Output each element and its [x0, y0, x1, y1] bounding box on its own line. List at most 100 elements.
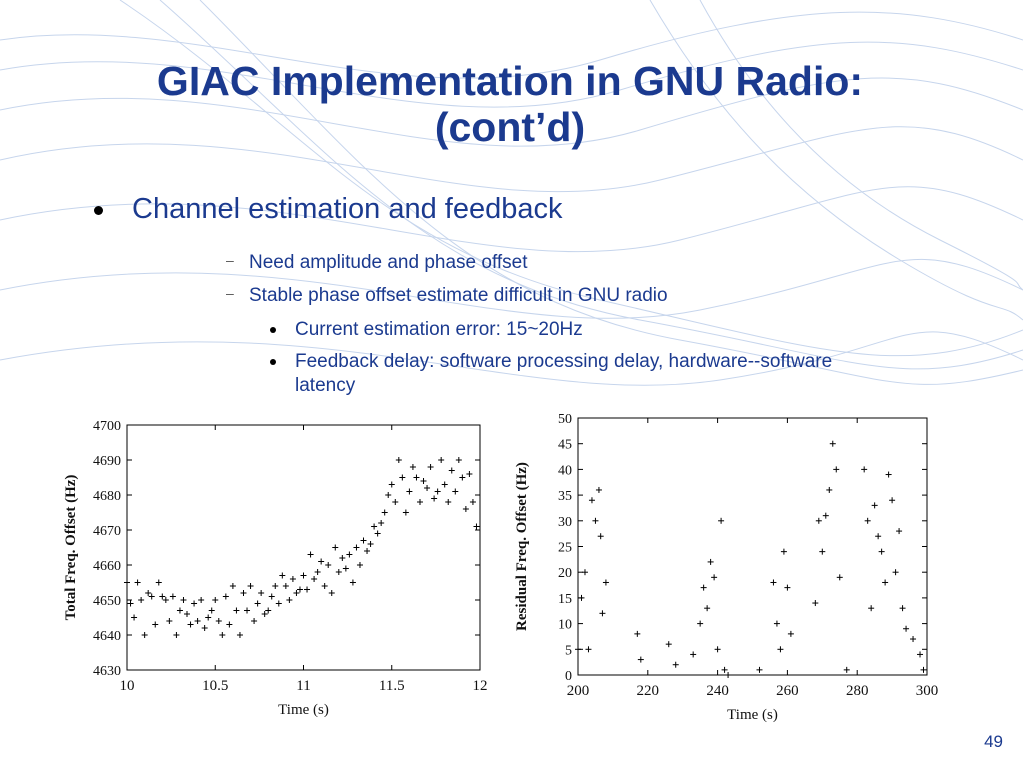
- data-point: [469, 499, 476, 505]
- residual-freq-offset-chart: 200 220 240 260 280 300 0 5 10 15 20 25 30 35 40 45 50 Ti…: [515, 412, 939, 723]
- main-bullet: Channel estimation and feedback: [94, 193, 562, 226]
- data-point: [441, 481, 448, 488]
- dash-icon: –: [226, 285, 234, 301]
- data-point: [201, 625, 208, 631]
- data-point: [448, 467, 455, 474]
- data-point: [899, 605, 906, 612]
- data-point: [843, 666, 850, 673]
- data-point: [585, 646, 592, 653]
- data-point: [321, 583, 328, 589]
- data-point: [311, 576, 318, 582]
- x-axis-label: Time (s): [278, 702, 329, 718]
- y-tick-label: 4670: [93, 524, 121, 539]
- data-point: [261, 611, 268, 617]
- data-point: [194, 618, 201, 624]
- y-tick-label: 4650: [93, 594, 121, 609]
- data-point: [289, 576, 296, 582]
- data-point: [265, 607, 272, 614]
- x-tick-label: 200: [567, 683, 590, 699]
- background-waves: [0, 0, 1023, 386]
- data-point: [875, 533, 882, 540]
- data-point: [159, 593, 166, 600]
- data-point: [367, 541, 374, 547]
- y-tick-label: 4690: [93, 454, 121, 469]
- data-point: [180, 597, 187, 603]
- x-tick-label: 11: [296, 678, 310, 694]
- total-freq-offset-chart: 10 10.5 11 11.5 12 4630 4640 4650 4660 4670 4680 46…: [63, 419, 488, 718]
- y-tick-label: 45: [558, 438, 572, 453]
- data-point: [219, 632, 226, 638]
- data-point: [169, 593, 176, 600]
- data-point: [413, 474, 420, 481]
- sub-sub-bullet-2: Feedback delay: software processing dela…: [270, 350, 860, 398]
- y-axis-label: Residual Freq. Offset (Hz): [515, 462, 530, 631]
- y-tick-label: 30: [558, 515, 572, 530]
- data-point: [721, 666, 728, 673]
- x-tick-label: 240: [706, 683, 729, 699]
- data-point: [364, 548, 371, 554]
- data-point: [240, 590, 247, 596]
- data-point: [829, 440, 836, 447]
- data-point: [131, 614, 138, 621]
- y-tick-label: 15: [558, 592, 572, 607]
- plot-frame: [577, 417, 928, 676]
- data-point: [833, 466, 840, 473]
- data-point: [247, 583, 254, 589]
- sub-sub-bullet-text: Current estimation error: 15~20Hz: [295, 319, 583, 340]
- data-point: [208, 607, 215, 614]
- data-point: [296, 586, 303, 593]
- data-point: [910, 636, 917, 643]
- data-point: [328, 590, 335, 596]
- page-number: 49: [984, 732, 1003, 751]
- data-point: [304, 586, 311, 593]
- data-point: [718, 517, 725, 524]
- data-point: [707, 558, 714, 565]
- data-point: [282, 583, 289, 589]
- data-point: [198, 597, 205, 603]
- data-point: [233, 607, 240, 614]
- x-tick-label: 10.5: [202, 678, 228, 694]
- dash-icon: –: [226, 252, 234, 268]
- data-point: [152, 621, 159, 628]
- data-point: [409, 464, 416, 470]
- data-point: [155, 579, 162, 586]
- data-point: [339, 555, 346, 561]
- data-point: [690, 651, 697, 658]
- data-point: [812, 600, 819, 607]
- data-point: [634, 630, 641, 637]
- data-point: [173, 632, 180, 638]
- data-point: [637, 656, 644, 663]
- data-point: [704, 605, 711, 612]
- data-point: [889, 497, 896, 504]
- data-point: [861, 466, 868, 473]
- data-point: [251, 618, 258, 624]
- data-point: [215, 618, 222, 624]
- data-point: [124, 579, 130, 586]
- y-tick-label: 4700: [93, 419, 121, 434]
- x-tick-label: 260: [776, 683, 799, 699]
- slide-title: GIAC Implementation in GNU Radio: (cont’…: [40, 58, 980, 150]
- data-point: [868, 605, 875, 612]
- y-tick-label: 4630: [93, 664, 121, 679]
- data-point: [226, 621, 233, 628]
- x-tick-label: 280: [846, 683, 869, 699]
- data-point: [773, 620, 780, 627]
- data-point: [452, 488, 459, 495]
- x-tick-label: 12: [473, 678, 488, 694]
- x-tick-label: 300: [916, 683, 939, 699]
- data-point: [395, 457, 402, 463]
- data-point: [455, 457, 462, 463]
- data-point: [784, 584, 791, 591]
- y-tick-label: 5: [565, 643, 572, 658]
- data-point: [592, 517, 599, 524]
- data-point: [466, 471, 473, 477]
- data-point: [599, 610, 606, 617]
- data-point: [602, 579, 609, 586]
- data-point: [711, 574, 718, 581]
- data-point: [353, 544, 360, 551]
- data-point: [672, 661, 679, 668]
- data-point: [141, 632, 148, 638]
- data-point: [184, 611, 191, 617]
- y-tick-label: 40: [558, 463, 572, 478]
- bullet-dot-icon: [94, 206, 103, 215]
